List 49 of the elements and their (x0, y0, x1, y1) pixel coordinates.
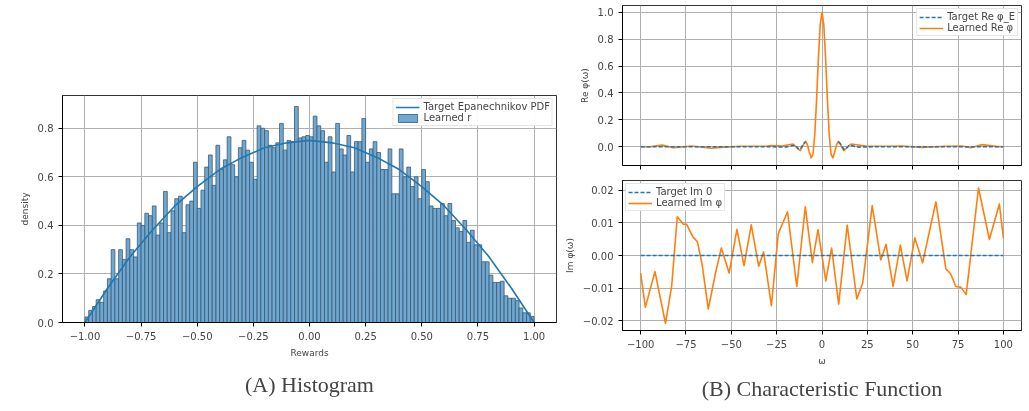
y-tick-label: 0.8 (37, 123, 54, 135)
x-tick-label: −75 (675, 338, 697, 350)
y-axis-title: Re φ(ω) (579, 68, 590, 103)
y-tick-label: 0.4 (37, 220, 54, 232)
x-tick-label: 1.00 (522, 330, 546, 342)
x-tick-label: −25 (766, 338, 788, 350)
y-tick-label: 0.2 (37, 268, 54, 280)
x-tick-label: −50 (720, 338, 742, 350)
y-tick-label: 0.2 (597, 114, 614, 126)
legend-label: Learned r (423, 112, 472, 123)
x-tick-label: 0.75 (466, 330, 490, 342)
y-tick-label: 0.6 (37, 171, 54, 183)
y-tick-label: 0.8 (597, 34, 614, 46)
legend-label: Target Re φ_E (947, 11, 1015, 22)
legend-label: Learned Re φ (947, 22, 1014, 33)
y-tick-label: 0.0 (597, 141, 614, 153)
x-axis-title: ω (818, 355, 826, 366)
x-tick-label: 0.25 (354, 330, 377, 342)
text: (B) Characteristic Function (701, 375, 943, 401)
y-tick-label: 0.0 (37, 317, 54, 329)
y-tick-label: 0.00 (591, 250, 614, 262)
y-tick-label: 0.02 (591, 185, 614, 197)
legend-label: Learned Im φ (656, 197, 723, 208)
text: (A) Histogram (245, 371, 374, 397)
y-axis-title: density (19, 191, 30, 226)
x-tick-label: −100 (626, 338, 655, 350)
x-tick-label: −0.25 (238, 330, 269, 342)
y-axis-title: Im φ(ω) (564, 238, 575, 273)
legend-label: Target Epanechnikov PDF (423, 101, 550, 112)
y-tick-label: 0.4 (597, 87, 614, 99)
x-tick-label: 75 (951, 338, 965, 350)
x-tick-label: −0.50 (181, 330, 213, 342)
x-tick-label: 0.50 (410, 330, 433, 342)
line-series (84, 139, 535, 323)
x-tick-label: −1.00 (69, 330, 101, 342)
x-tick-label: −0.75 (125, 330, 157, 342)
y-tick-label: 0.01 (591, 217, 614, 229)
x-axis-title: Rewards (290, 347, 329, 358)
y-tick-label: 0.6 (597, 61, 614, 72)
x-tick-label: 0 (818, 338, 826, 350)
legend-label: Target Im 0 (656, 186, 713, 197)
y-tick-label: 1.0 (597, 7, 614, 19)
y-tick-label: −0.01 (582, 283, 614, 295)
line-series (639, 187, 1005, 325)
x-tick-label: 0.00 (298, 330, 321, 342)
x-tick-label: 25 (860, 338, 874, 350)
y-tick-label: −0.02 (582, 315, 614, 327)
x-tick-label: 50 (906, 338, 920, 350)
x-tick-label: 100 (993, 338, 1013, 350)
